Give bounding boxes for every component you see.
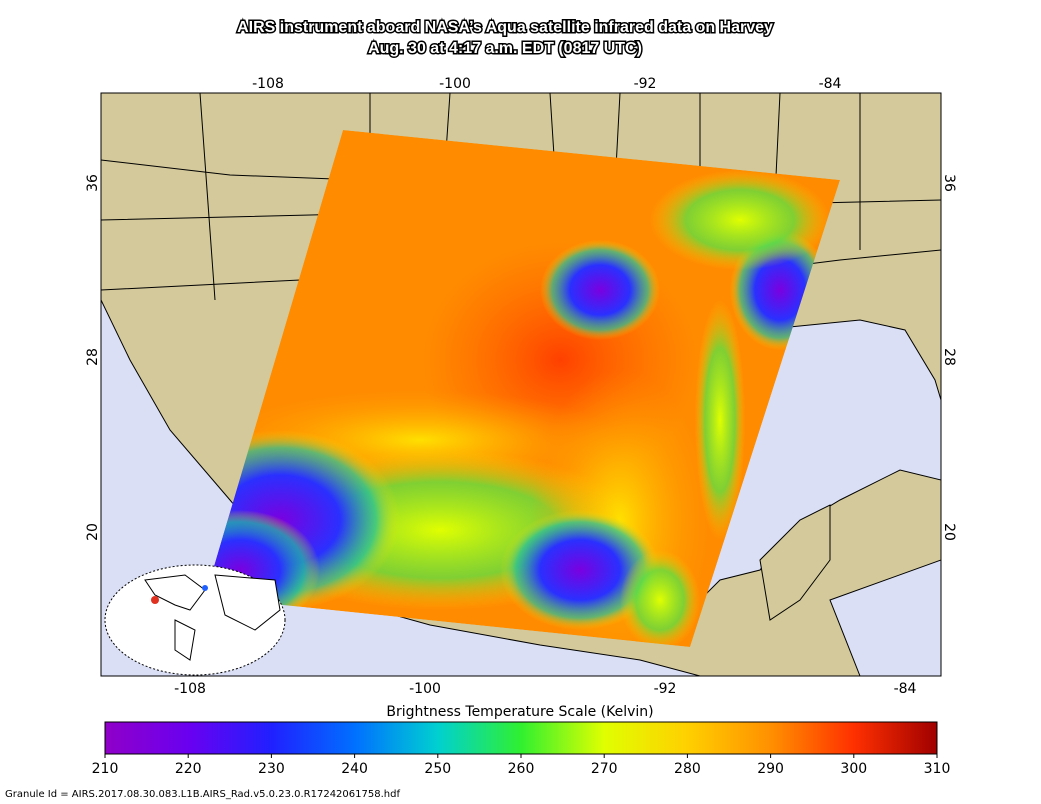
footer: Granule Id = AIRS.2017.08.30.083.L1B.AIR…: [5, 789, 400, 800]
lat-label-right: 28: [941, 348, 957, 366]
colorbar-tick-label: 270: [591, 761, 618, 777]
lon-label-top: -84: [819, 76, 842, 92]
lat-label-left: 28: [85, 348, 101, 366]
colorbar-tick-label: 250: [424, 761, 451, 777]
lon-label-bottom: -84: [894, 681, 917, 697]
title-line-2: Aug. 30 at 4:17 a.m. EDT (0817 UTC): [368, 40, 642, 57]
lat-label-right: 36: [941, 174, 957, 192]
map: [101, 93, 941, 676]
colorbar-tick-label: 210: [92, 761, 119, 777]
colorbar-tick-label: 310: [924, 761, 951, 777]
colorbar-tick-label: 300: [840, 761, 867, 777]
colorbar-title: Brightness Temperature Scale (Kelvin): [386, 704, 653, 720]
title-line-1: AIRS instrument aboard NASA’s Aqua satel…: [237, 19, 773, 36]
lon-label-bottom: -100: [409, 681, 441, 697]
lon-label-bottom: -108: [174, 681, 206, 697]
colorbar-tick-label: 290: [757, 761, 784, 777]
colorbar-tick-label: 240: [341, 761, 368, 777]
colorbar-tick-label: 220: [175, 761, 202, 777]
lon-label-top: -92: [634, 76, 657, 92]
map-frame: [100, 92, 942, 677]
colorbar: [104, 721, 938, 755]
lon-label-top: -100: [439, 76, 471, 92]
colorbar-tick-label: 230: [258, 761, 285, 777]
lat-label-left: 20: [85, 523, 101, 541]
lat-label-left: 36: [85, 174, 101, 192]
colorbar-tick-label: 260: [508, 761, 535, 777]
colorbar-tick-label: 280: [674, 761, 701, 777]
lon-label-top: -108: [252, 76, 284, 92]
lon-label-bottom: -92: [654, 681, 677, 697]
lat-label-right: 20: [941, 523, 957, 541]
